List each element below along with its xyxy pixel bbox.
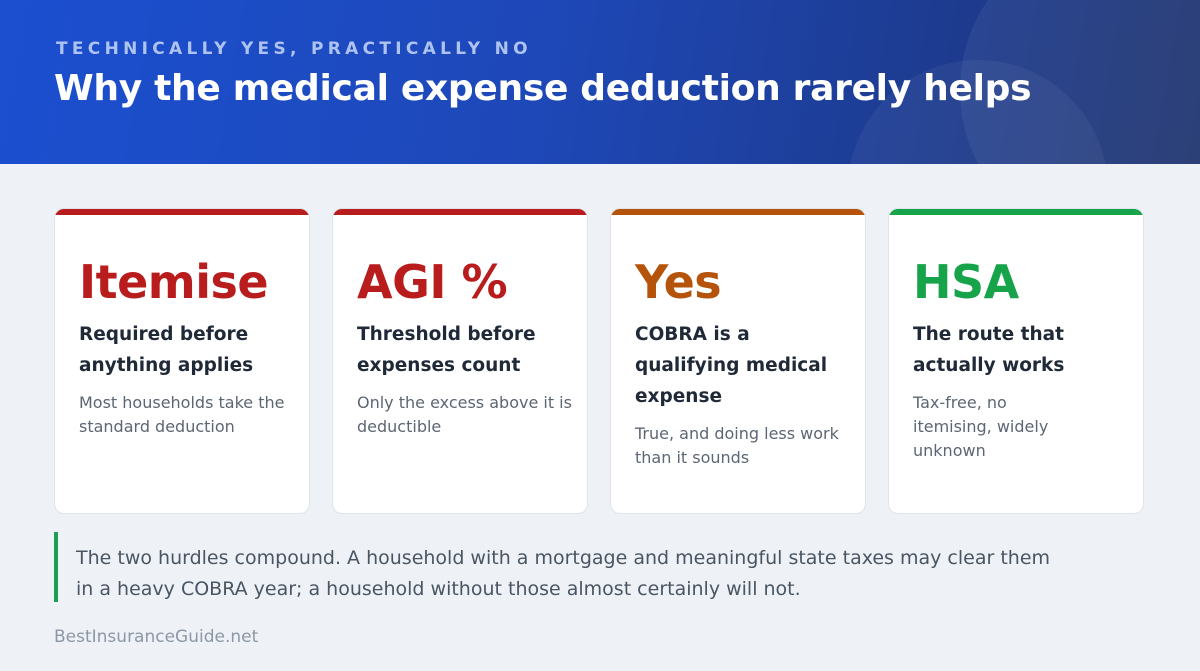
card-subtext: Tax-free, no itemising, widely unknown bbox=[913, 393, 1049, 460]
card-accent-bar bbox=[55, 209, 309, 215]
callout-note: The two hurdles compound. A household wi… bbox=[54, 532, 1054, 602]
card-accent-bar bbox=[889, 209, 1143, 215]
card-lead: The route that actually works bbox=[913, 324, 1065, 376]
card-accent-bar bbox=[333, 209, 587, 215]
card-row: Itemise Required before anything applies… bbox=[54, 208, 1144, 514]
callout-text: The two hurdles compound. A household wi… bbox=[76, 547, 1051, 600]
card-headline: Yes bbox=[635, 255, 722, 309]
card-agi: AGI % Threshold before expenses count On… bbox=[332, 208, 588, 514]
card-subtext: Only the excess above it is deductible bbox=[357, 393, 572, 436]
card-lead: Required before anything applies bbox=[79, 324, 254, 376]
footer-brand: BestInsuranceGuide.net bbox=[54, 627, 259, 647]
header-banner: TECHNICALLY YES, PRACTICALLY NO Why the … bbox=[0, 0, 1200, 164]
card-itemise: Itemise Required before anything applies… bbox=[54, 208, 310, 514]
card-cobra: Yes COBRA is a qualifying medical expens… bbox=[610, 208, 866, 514]
card-subtext: Most households take the standard deduct… bbox=[79, 393, 285, 436]
decorative-circle bbox=[960, 0, 1200, 164]
card-lead: Threshold before expenses count bbox=[357, 324, 536, 376]
card-subtext: True, and doing less work than it sounds bbox=[635, 424, 839, 467]
page-title: Why the medical expense deduction rarely… bbox=[54, 68, 1032, 109]
card-headline: HSA bbox=[913, 255, 1019, 309]
card-accent-bar bbox=[611, 209, 865, 215]
card-hsa: HSA The route that actually works Tax-fr… bbox=[888, 208, 1144, 514]
card-headline: Itemise bbox=[79, 255, 269, 309]
card-headline: AGI % bbox=[357, 255, 508, 309]
eyebrow-text: TECHNICALLY YES, PRACTICALLY NO bbox=[56, 39, 532, 59]
card-lead: COBRA is a qualifying medical expense bbox=[635, 324, 828, 407]
